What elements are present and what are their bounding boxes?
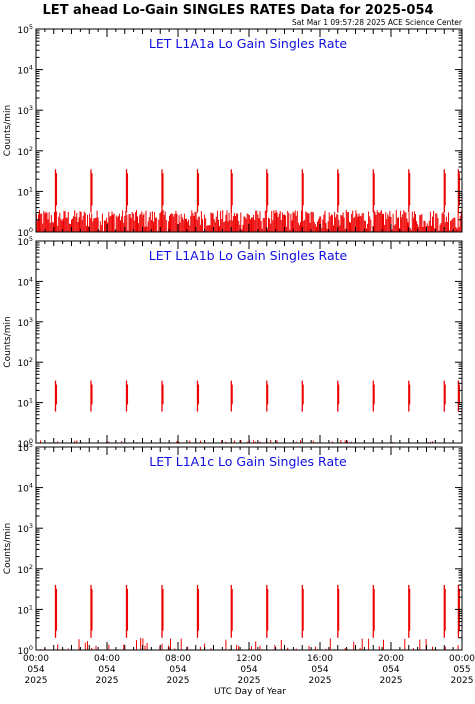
y-tick-label: 104 — [17, 482, 33, 495]
x-tick-label-doy: 054 — [311, 665, 328, 675]
y-tick-label: 100 — [17, 437, 33, 450]
y-tick-label: 102 — [17, 356, 33, 369]
x-tick-label-doy: 054 — [169, 665, 186, 675]
y-axis-label: Counts/min — [3, 523, 13, 574]
x-tick-label-doy: 055 — [453, 665, 470, 675]
x-tick-label-doy: 054 — [98, 665, 115, 675]
x-axis-label: UTC Day of Year — [214, 687, 286, 697]
x-tick-label: 16:00 — [307, 654, 333, 664]
x-tick-label-year: 2025 — [25, 676, 48, 686]
series-spikes — [54, 585, 460, 638]
plot-frame — [35, 28, 463, 233]
x-tick-label: 00:00 — [449, 654, 475, 664]
y-tick-label: 103 — [17, 522, 33, 535]
timestamp-label: Sat Mar 1 09:57:28 2025 ACE Science Cent… — [292, 18, 463, 27]
panel-3: 100 101 102 103 104 105 — [17, 441, 463, 657]
y-tick-label: 100 — [17, 226, 33, 239]
x-tick-label-doy: 054 — [382, 665, 399, 675]
x-tick-label: 08:00 — [165, 654, 191, 664]
series-baseline — [35, 209, 462, 232]
x-tick-label-doy: 054 — [27, 665, 44, 675]
x-tick-label-doy: 054 — [240, 665, 257, 675]
y-axis-label: Counts/min — [3, 316, 13, 367]
panel-title: LET L1A1b Lo Gain Singles Rate — [149, 248, 348, 263]
x-tick-label-year: 2025 — [167, 676, 190, 686]
plot-frame — [35, 240, 463, 444]
series-baseline — [40, 637, 459, 650]
x-tick-label-year: 2025 — [238, 676, 261, 686]
x-tick-label: 00:00 — [23, 654, 49, 664]
panel-title: LET L1A1c Lo Gain Singles Rate — [149, 454, 347, 469]
y-tick-label: 105 — [17, 235, 33, 248]
chart-title: LET ahead Lo-Gain SINGLES RATES Data for… — [42, 3, 433, 18]
plot-frame — [35, 446, 463, 651]
x-tick-label: 04:00 — [94, 654, 120, 664]
x-tick-label: 20:00 — [378, 654, 404, 664]
y-tick-label: 100 — [17, 644, 33, 657]
y-tick-label: 103 — [17, 316, 33, 329]
y-tick-label: 101 — [17, 603, 33, 616]
y-tick-label: 104 — [17, 64, 33, 77]
y-tick-label: 101 — [17, 397, 33, 410]
x-tick-label-year: 2025 — [451, 676, 474, 686]
y-tick-label: 102 — [17, 563, 33, 576]
y-tick-label: 105 — [17, 23, 33, 36]
panel-title: LET L1A1a Lo Gain Singles Rate — [149, 36, 347, 51]
x-tick-label-year: 2025 — [309, 676, 332, 686]
y-tick-label: 103 — [17, 104, 33, 117]
y-axis-label: Counts/min — [3, 105, 13, 156]
panel-2: 100 101 102 103 104 105 — [17, 235, 463, 450]
x-tick-label-year: 2025 — [96, 676, 119, 686]
panel-1: 100 101 102 103 104 105 — [17, 23, 463, 239]
y-tick-label: 102 — [17, 145, 33, 158]
x-tick-label-year: 2025 — [380, 676, 403, 686]
y-tick-label: 105 — [17, 441, 33, 454]
series-spikes — [54, 380, 460, 412]
y-tick-label: 101 — [17, 185, 33, 198]
series-spikes — [54, 169, 460, 213]
x-tick-label: 12:00 — [236, 654, 262, 664]
y-tick-label: 104 — [17, 275, 33, 288]
